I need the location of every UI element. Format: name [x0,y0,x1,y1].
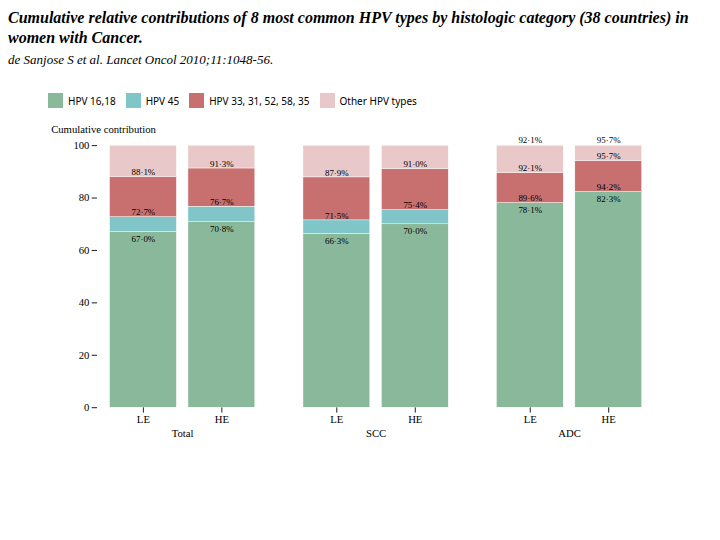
svg-text:80: 80 [79,191,90,203]
svg-text:92·1%: 92·1% [518,135,542,145]
svg-text:71·5%: 71·5% [325,211,349,221]
svg-text:ADC: ADC [558,427,581,439]
svg-text:100: 100 [73,139,89,151]
svg-text:20: 20 [79,349,90,361]
svg-text:HE: HE [408,413,422,425]
svg-text:95·7%: 95·7% [597,135,621,145]
svg-text:Total: Total [172,427,194,439]
svg-text:66·3%: 66·3% [325,236,349,246]
svg-text:LE: LE [137,413,150,425]
svg-text:91·0%: 91·0% [403,159,427,169]
svg-text:91·3%: 91·3% [210,159,234,169]
svg-text:SCC: SCC [366,427,386,439]
html-text:Other HPV types: Other HPV types [339,93,417,108]
html-text:de Sanjose S et al. Lancet Onc: de Sanjose S et al. Lancet Oncol 2010;11… [8,52,274,67]
svg-text:78·1%: 78·1% [518,205,542,215]
svg-text:0: 0 [84,401,89,413]
svg-text:HE: HE [602,413,616,425]
svg-text:70·0%: 70·0% [403,226,427,236]
html-text:HPV 16,18: HPV 16,18 [68,93,116,108]
svg-text:Cumulative contribution: Cumulative contribution [51,123,156,135]
svg-text:87·9%: 87·9% [325,168,349,178]
svg-text:60: 60 [79,244,90,256]
svg-text:LE: LE [330,413,343,425]
svg-text:75·4%: 75·4% [403,200,427,210]
svg-text:40: 40 [79,296,90,308]
html-text:HPV 45: HPV 45 [145,93,180,108]
svg-text:82·3%: 82·3% [597,194,621,204]
svg-text:HE: HE [215,413,229,425]
html-text:Cumulative relative contributi: Cumulative relative contributions of 8 m… [8,9,689,46]
svg-text:76·7%: 76·7% [210,197,234,207]
svg-text:72·7%: 72·7% [132,207,156,217]
html-text:HPV 33, 31, 52, 58, 35: HPV 33, 31, 52, 58, 35 [209,93,310,108]
svg-text:70·8%: 70·8% [210,224,234,234]
svg-text:95·7%: 95·7% [597,151,621,161]
svg-text:94·2%: 94·2% [597,182,621,192]
svg-text:89·6%: 89·6% [518,193,542,203]
svg-text:88·1%: 88·1% [132,167,156,177]
svg-text:67·0%: 67·0% [132,234,156,244]
svg-text:92·1%: 92·1% [518,163,542,173]
svg-text:LE: LE [524,413,537,425]
